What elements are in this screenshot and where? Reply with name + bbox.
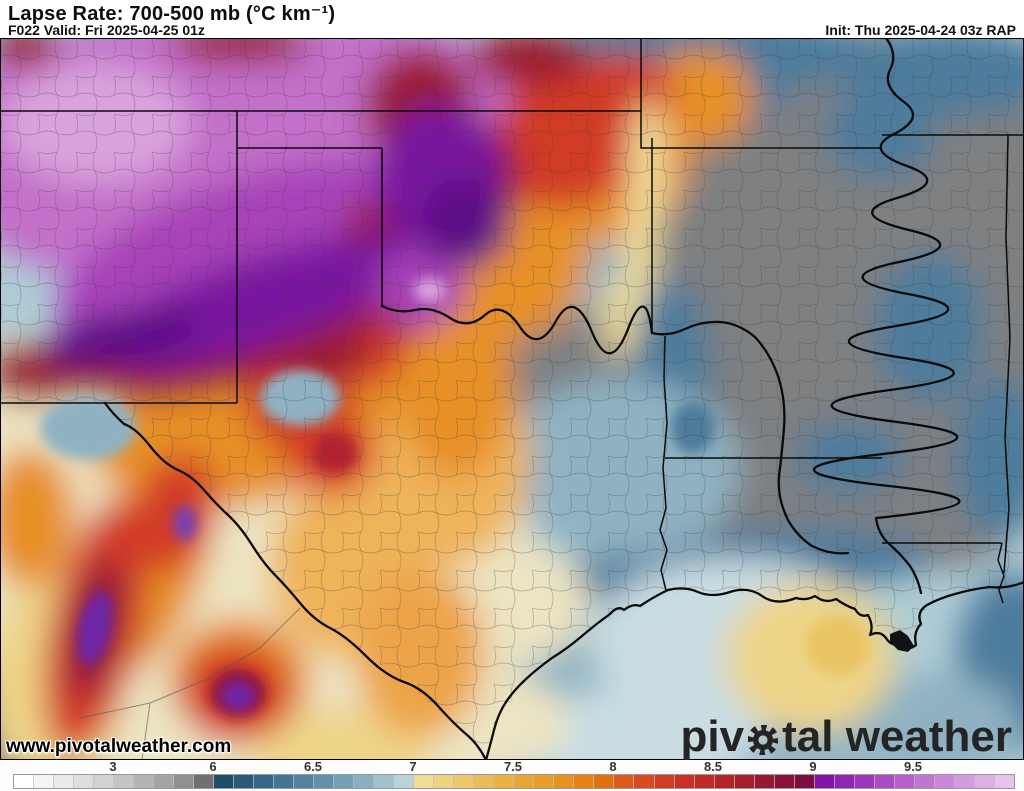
colorbar-segment	[894, 775, 915, 788]
colorbar-tick-label: 9	[809, 759, 817, 774]
colorbar-segment	[814, 775, 835, 788]
colorbar-segment	[134, 775, 155, 788]
colorbar-segment	[234, 775, 255, 788]
colorbar-segment	[994, 775, 1014, 788]
map-canvas	[0, 38, 1024, 760]
colorbar-tick-label: 6.5	[303, 759, 323, 774]
colorbar-segment	[494, 775, 515, 788]
colorbar-tick-label: 8	[609, 759, 617, 774]
colorbar-segment	[194, 775, 215, 788]
colorbar-segment	[974, 775, 995, 788]
colorbar-segment	[874, 775, 895, 788]
header: Lapse Rate: 700-500 mb (°C km⁻¹) F022 Va…	[0, 0, 1024, 38]
colorbar-segment	[254, 775, 275, 788]
field-blob	[806, 616, 870, 676]
colorbar-segment	[54, 775, 75, 788]
county-lines	[0, 38, 1024, 760]
gear-icon	[747, 724, 780, 756]
colorbar-segment	[734, 775, 755, 788]
mississippi-river	[812, 38, 961, 595]
colorbar-segment	[34, 775, 55, 788]
colorbar-tick-label: 8.5	[703, 759, 723, 774]
colorbar-segment	[94, 775, 115, 788]
rivers-coastline	[103, 38, 1024, 760]
colorbar-segment	[474, 775, 495, 788]
colorbar-segment	[314, 775, 335, 788]
colorbar-segment	[694, 775, 715, 788]
colorbar-segment	[154, 775, 175, 788]
colorbar-segment	[754, 775, 775, 788]
colorbar-segment	[674, 775, 695, 788]
colorbar-segment	[654, 775, 675, 788]
colorbar-segment	[794, 775, 815, 788]
red-river	[380, 304, 850, 555]
colorbar-segment	[214, 775, 235, 788]
logo-text-pre: piv	[680, 712, 745, 761]
colorbar-segment	[614, 775, 635, 788]
logo-text-post: tal weather	[782, 712, 1012, 761]
colorbar-segment	[14, 775, 35, 788]
watermark: www.pivotalweather.com	[6, 736, 232, 757]
colorbar-segment	[274, 775, 295, 788]
colorbar-segment	[294, 775, 315, 788]
colorbar-segment	[334, 775, 355, 788]
field-blob	[173, 505, 197, 541]
colorbar-segment	[834, 775, 855, 788]
mexico-state-lines	[79, 607, 301, 760]
colorbar-tick-label: 6	[209, 759, 217, 774]
pivotal-weather-logo: piv tal weather	[681, 715, 1012, 759]
field-blob	[223, 683, 253, 709]
colorbar-segment	[634, 775, 655, 788]
field-blob	[850, 673, 1020, 760]
colorbar-segment	[394, 775, 415, 788]
colorbar-tick-label: 7	[409, 759, 417, 774]
colorbar-segment	[514, 775, 535, 788]
colorbar-tick-label: 9.5	[903, 759, 923, 774]
colorbar-segment	[954, 775, 975, 788]
colorbar-segment	[934, 775, 955, 788]
louisiana-coastline	[666, 580, 1024, 649]
colorbar: 3 6 6.5 7 7.5 8 8.5 9 9.5	[0, 759, 1024, 791]
colorbar-tick-label: 7.5	[503, 759, 523, 774]
colorbar-segment	[854, 775, 875, 788]
colorbar-segment	[534, 775, 555, 788]
field-blob	[77, 590, 113, 666]
rio-grande	[103, 401, 488, 760]
mississippi-delta	[890, 630, 914, 652]
colorbar-segment	[774, 775, 795, 788]
colorbar-segment	[714, 775, 735, 788]
colorbar-segment	[594, 775, 615, 788]
colorbar-segment	[454, 775, 475, 788]
colorbar-segment	[574, 775, 595, 788]
colorbar-segment	[554, 775, 575, 788]
colorbar-segment	[434, 775, 455, 788]
colorbar-segment	[414, 775, 435, 788]
colorbar-segment	[354, 775, 375, 788]
colorbar-segments	[13, 774, 1015, 789]
colorbar-segment	[114, 775, 135, 788]
weather-map: www.pivotalweather.com piv tal weather	[0, 38, 1024, 760]
texas-coastline	[484, 588, 670, 760]
colorbar-segment	[914, 775, 935, 788]
valid-time-label: F022 Valid: Fri 2025-04-25 01z	[8, 22, 205, 38]
init-time-label: Init: Thu 2025-04-24 03z RAP	[825, 22, 1016, 38]
colorbar-segment	[174, 775, 195, 788]
page-title: Lapse Rate: 700-500 mb (°C km⁻¹)	[8, 3, 336, 25]
field-blob	[520, 688, 760, 760]
state-borders	[0, 38, 1024, 604]
colorbar-tick-label: 3	[109, 759, 117, 774]
colorbar-segment	[74, 775, 95, 788]
colorbar-segment	[374, 775, 395, 788]
field-blob	[0, 448, 75, 588]
